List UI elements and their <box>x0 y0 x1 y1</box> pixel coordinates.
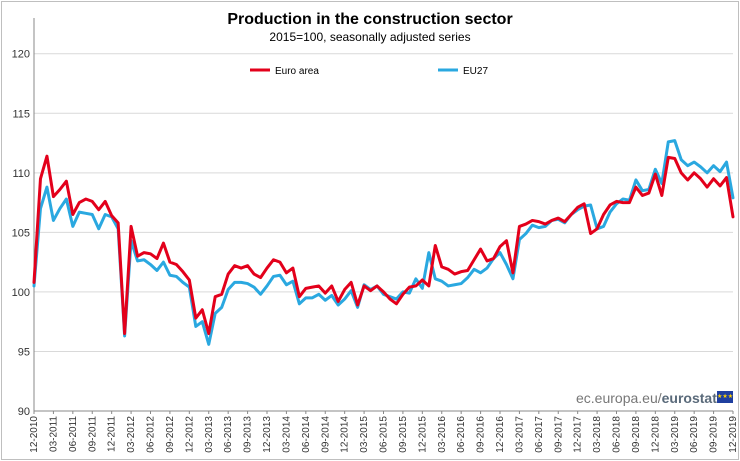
y-tick-label: 90 <box>18 406 30 418</box>
eurostat-brand: ec.europa.eu/eurostat <box>576 390 717 406</box>
y-tick-label: 120 <box>12 49 30 61</box>
x-tick-label: 03-2014 <box>281 416 292 453</box>
x-tick-label: 12-2016 <box>495 416 506 453</box>
x-tick-label: 09-2016 <box>476 416 487 453</box>
series-line-eu27 <box>32 139 735 346</box>
series-line-euro-area <box>32 154 735 336</box>
x-tick-label: 12-2015 <box>417 416 428 453</box>
x-tick-label: 06-2019 <box>689 416 700 453</box>
x-tick-label: 06-2017 <box>534 416 545 453</box>
chart-title: Production in the construction sector <box>227 11 513 28</box>
y-tick-label: 110 <box>12 168 30 180</box>
chart-subtitle: 2015=100, seasonally adjusted series <box>269 30 471 44</box>
x-tick-label: 03-2018 <box>592 416 603 453</box>
x-tick-label: 12-2011 <box>107 416 118 452</box>
y-tick-label: 105 <box>12 227 30 239</box>
x-tick-label: 06-2016 <box>456 416 467 453</box>
x-tick-label: 03-2013 <box>204 416 215 453</box>
brand-prefix: ec.europa.eu/ <box>576 390 662 406</box>
x-tick-label: 03-2019 <box>670 416 681 453</box>
x-tick-label: 06-2018 <box>612 416 623 453</box>
x-tick-label: 06-2014 <box>301 416 312 453</box>
x-tick-label: 06-2012 <box>146 416 157 453</box>
x-tick-label: 12-2013 <box>262 416 273 453</box>
legend-label-euro-area: Euro area <box>275 66 319 77</box>
x-tick-label: 03-2012 <box>126 416 137 453</box>
x-tick-label: 03-2016 <box>437 416 448 453</box>
y-tick-label: 100 <box>12 287 30 299</box>
x-tick-label: 12-2010 <box>29 416 40 453</box>
x-tick-label: 09-2019 <box>709 416 720 453</box>
x-tick-label: 12-2012 <box>184 416 195 453</box>
x-tick-label: 12-2014 <box>340 416 351 453</box>
x-tick-label: 06-2015 <box>379 416 390 453</box>
eu-flag-icon: ★★★ <box>717 391 733 403</box>
eu-flag-stars: ★★★ <box>717 394 734 400</box>
y-tick-label: 115 <box>12 108 30 120</box>
x-tick-label: 12-2018 <box>650 416 661 453</box>
legend-label-eu27: EU27 <box>463 66 488 77</box>
x-tick-label: 06-2013 <box>223 416 234 453</box>
x-tick-label: 03-2015 <box>359 416 370 453</box>
x-tick-label: 12-2017 <box>573 416 584 453</box>
x-tick-label: 03-2011 <box>48 416 59 452</box>
x-tick-label: 09-2012 <box>165 416 176 453</box>
x-tick-label: 09-2018 <box>631 416 642 453</box>
x-tick-label: 09-2017 <box>553 416 564 453</box>
x-tick-label: 09-2013 <box>243 416 254 453</box>
x-tick-label: 09-2015 <box>398 416 409 453</box>
y-tick-label: 95 <box>18 346 30 358</box>
x-tick-label: 03-2017 <box>514 416 525 453</box>
x-tick-label: 09-2014 <box>320 416 331 453</box>
x-tick-label: 09-2011 <box>87 416 98 452</box>
x-tick-label: 12-2019 <box>728 416 739 453</box>
brand-name: eurostat <box>661 390 717 406</box>
x-tick-label: 06-2011 <box>68 416 79 452</box>
